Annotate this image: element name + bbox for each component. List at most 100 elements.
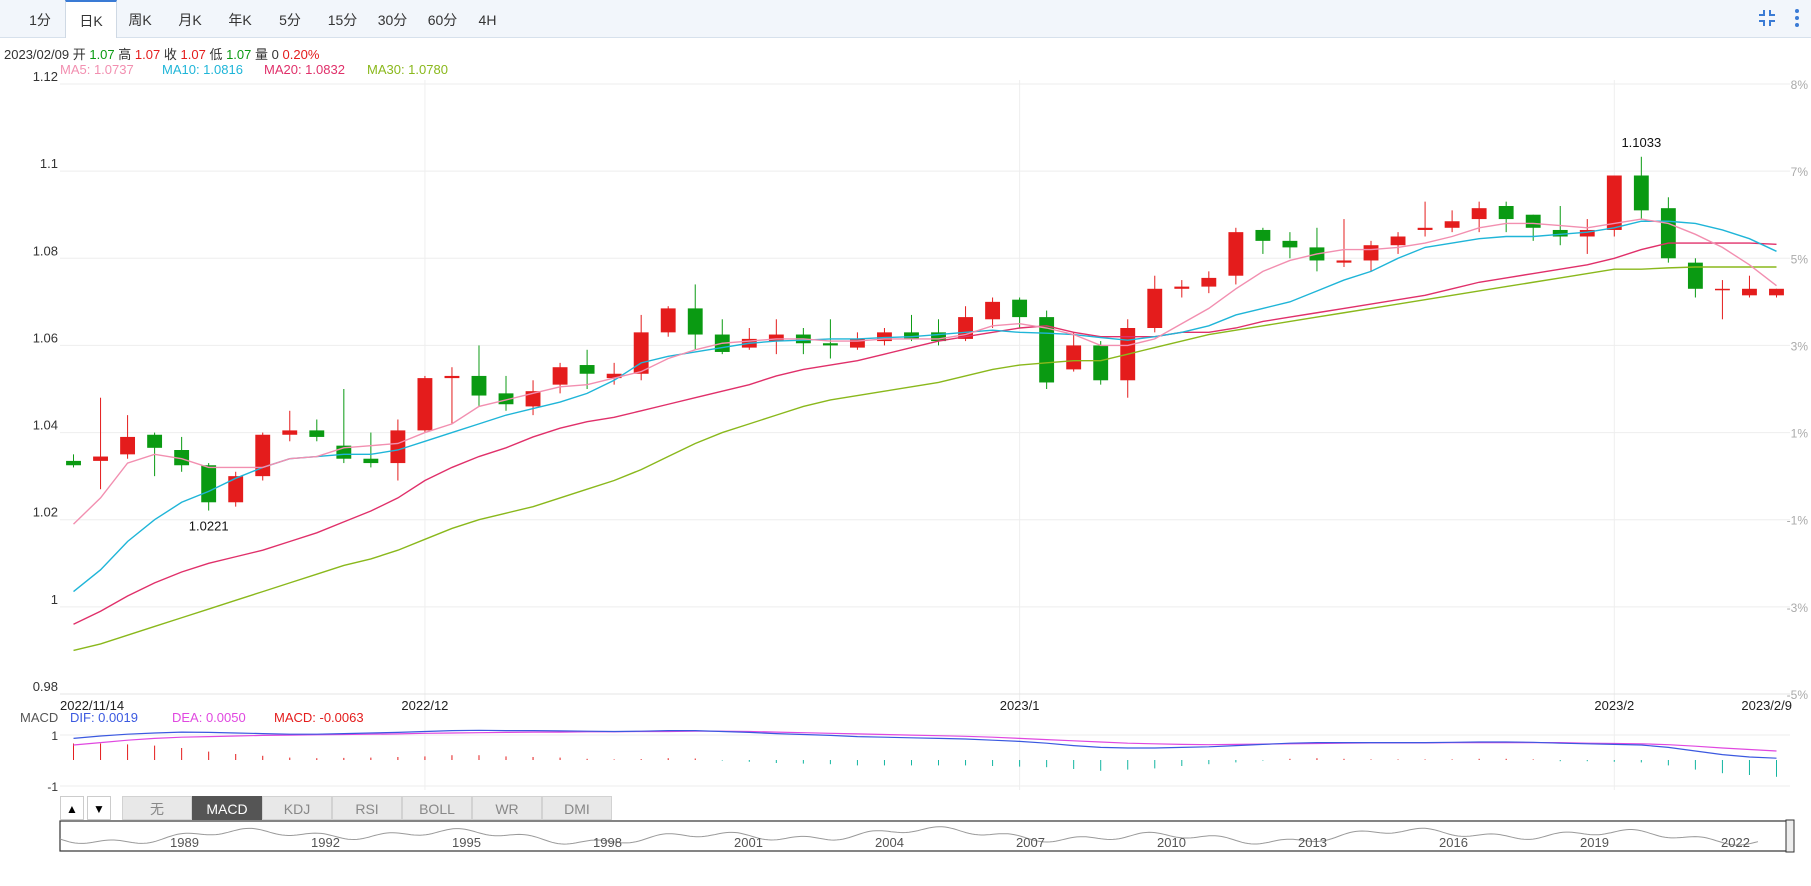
- dif-line: [73, 729, 1777, 759]
- candle-body: [1687, 262, 1703, 289]
- y-tick-label: 1.06: [33, 330, 58, 345]
- indicator-tab-5[interactable]: WR: [472, 796, 542, 820]
- tab-2[interactable]: 周K: [128, 12, 152, 28]
- scroll-down-button[interactable]: ▼: [87, 796, 111, 820]
- tab-3[interactable]: 月K: [178, 12, 202, 28]
- candle-body: [1660, 208, 1676, 259]
- high-value: 1.07: [134, 47, 161, 62]
- dea-label: DEA: 0.0050: [172, 710, 246, 725]
- exit-fullscreen-icon[interactable]: [1757, 8, 1777, 28]
- macd-axis-label: -1: [47, 780, 58, 794]
- candle-body: [1282, 240, 1298, 248]
- candle-body: [1525, 214, 1541, 228]
- candle-body: [201, 465, 217, 503]
- candle-body: [1066, 345, 1082, 370]
- high-label: 高: [118, 47, 132, 62]
- candle-body: [1363, 245, 1379, 261]
- scroll-up-button[interactable]: ▲: [60, 796, 84, 820]
- candle-body: [1174, 286, 1190, 289]
- candle-body: [174, 450, 190, 466]
- candle-body: [228, 476, 244, 503]
- change-value: 0.20%: [282, 47, 320, 62]
- navigator-handle[interactable]: [1785, 819, 1795, 853]
- ma5-label: MA5: 1.0737: [60, 62, 134, 77]
- period-tab-bar: 1分 日K 周K 月K 年K 5分 15分 30分 60分 4H: [0, 0, 1811, 38]
- extreme-value-label: 1.1033: [1621, 135, 1661, 150]
- indicator-tab-0[interactable]: 无: [122, 796, 192, 820]
- open-value: 1.07: [89, 47, 115, 62]
- right-axis-label: -1%: [1787, 514, 1809, 528]
- candle-body: [877, 332, 892, 342]
- overview-year-label: 2022: [1721, 835, 1750, 850]
- right-axis-label: -5%: [1787, 688, 1809, 702]
- candle-body: [1093, 345, 1109, 381]
- candle-body: [660, 308, 676, 333]
- y-tick-label: 1.1: [40, 156, 58, 171]
- overview-year-label: 2010: [1157, 835, 1186, 850]
- ma20-label: MA20: 1.0832: [264, 62, 345, 77]
- x-axis-label: 2022/11/14: [60, 698, 124, 713]
- low-value: 1.07: [226, 47, 252, 62]
- ma30-line: [73, 266, 1777, 652]
- candle-body: [985, 301, 1001, 320]
- tab-9[interactable]: 4H: [478, 12, 497, 28]
- indicator-tab-1[interactable]: MACD: [192, 796, 262, 820]
- candle-body: [66, 460, 81, 466]
- indicator-tab-2[interactable]: KDJ: [262, 796, 332, 820]
- ma10-label: MA10: 1.0816: [162, 62, 243, 77]
- candle-body: [1012, 299, 1028, 318]
- candle-body: [147, 434, 163, 448]
- candle-body: [1742, 288, 1757, 296]
- open-label: 开: [72, 47, 86, 62]
- tab-4[interactable]: 年K: [228, 12, 252, 28]
- low-label: 低: [209, 47, 223, 62]
- overview-year-label: 1992: [311, 835, 340, 850]
- candle-body: [904, 332, 919, 339]
- ma20-line: [73, 242, 1777, 625]
- indicator-tab-3[interactable]: RSI: [332, 796, 402, 820]
- candle-body: [93, 456, 108, 461]
- candle-body: [768, 334, 784, 342]
- close-value: 1.07: [180, 47, 206, 62]
- indicator-tab-6[interactable]: DMI: [542, 796, 612, 820]
- ohlc-info-line: 2023/02/09 开 1.07 高 1.07 收 1.07 低 1.07 量…: [4, 44, 319, 63]
- overview-year-label: 2016: [1439, 835, 1468, 850]
- y-tick-label: 1.12: [33, 69, 58, 84]
- candle-body: [1417, 227, 1433, 230]
- overview-year-label: 1995: [452, 835, 481, 850]
- tab-5[interactable]: 5分: [279, 12, 301, 28]
- right-axis-label: 8%: [1791, 78, 1809, 92]
- ma30-label: MA30: 1.0780: [367, 62, 448, 77]
- candle-body: [1390, 236, 1406, 246]
- tab-7[interactable]: 30分: [377, 12, 408, 28]
- candle-body: [363, 458, 379, 464]
- close-label: 收: [163, 47, 177, 62]
- x-axis-label: 2023/1: [1000, 698, 1040, 713]
- overview-year-label: 2004: [875, 835, 904, 850]
- y-tick-label: 1.02: [33, 505, 58, 520]
- x-axis-label: 2022/12: [401, 698, 448, 713]
- ma5-line: [73, 218, 1777, 525]
- x-axis-label: 2023/2/9: [1741, 698, 1792, 713]
- candle-body: [1714, 288, 1730, 291]
- candle-body: [552, 367, 568, 385]
- candle-body: [849, 338, 865, 348]
- volume-value: 0: [271, 47, 279, 62]
- candle-body: [309, 430, 325, 437]
- candle-body: [1633, 175, 1649, 211]
- candle-body: [633, 332, 649, 374]
- macd-value-label: MACD: -0.0063: [274, 710, 364, 725]
- tab-0[interactable]: 1分: [29, 12, 51, 28]
- right-axis-label: 1%: [1791, 427, 1809, 441]
- y-tick-label: 0.98: [33, 679, 58, 694]
- tab-8[interactable]: 60分: [427, 12, 458, 28]
- tab-1[interactable]: 日K: [65, 0, 117, 38]
- y-tick-label: 1: [51, 592, 58, 607]
- tab-6[interactable]: 15分: [327, 12, 358, 28]
- right-axis-label: 3%: [1791, 339, 1809, 353]
- candle-body: [498, 393, 514, 405]
- indicator-tab-4[interactable]: BOLL: [402, 796, 472, 820]
- candle-body: [1444, 221, 1460, 228]
- more-options-icon[interactable]: [1792, 7, 1802, 29]
